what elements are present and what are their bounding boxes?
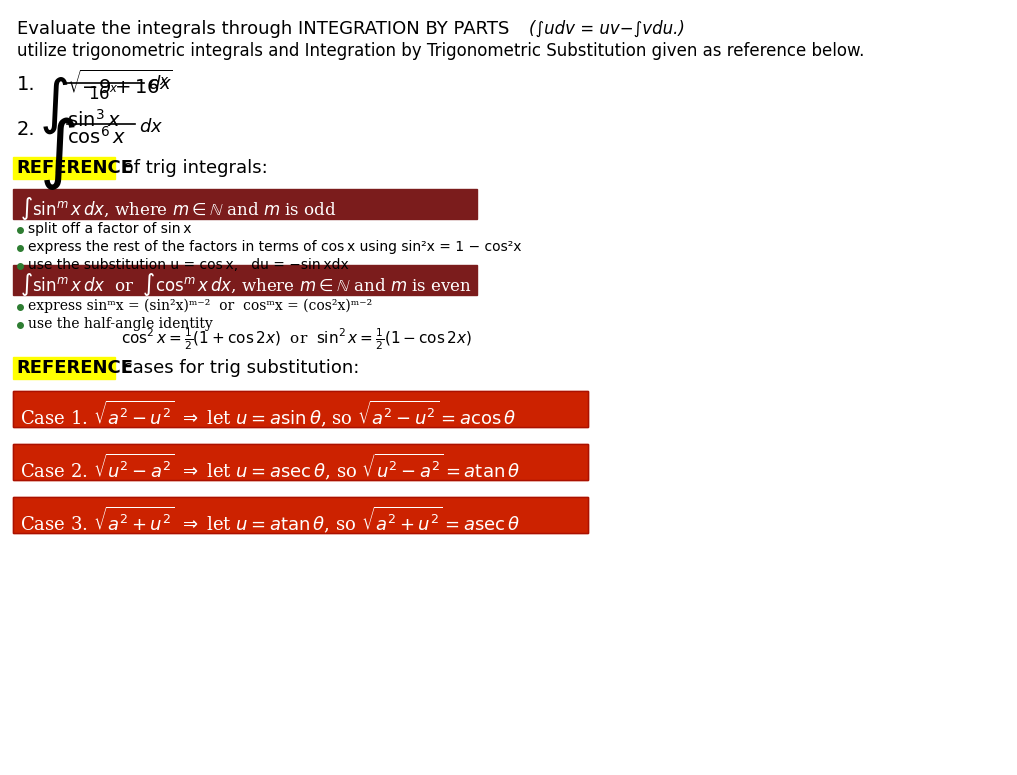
FancyBboxPatch shape — [13, 497, 589, 533]
Text: cases for trig substitution:: cases for trig substitution: — [117, 359, 359, 377]
Text: $\int$: $\int$ — [39, 115, 75, 192]
Text: Case 3. $\sqrt{a^2+u^2}\ \Rightarrow$ let $u=a\tan\theta$, so $\sqrt{a^2+u^2}=a\: Case 3. $\sqrt{a^2+u^2}\ \Rightarrow$ le… — [20, 505, 521, 536]
Text: use the half-angle identity: use the half-angle identity — [27, 317, 213, 331]
FancyBboxPatch shape — [13, 157, 115, 179]
Text: $\cos^6 x$: $\cos^6 x$ — [67, 126, 126, 148]
Text: (∫udv = uv−∫vdu.): (∫udv = uv−∫vdu.) — [529, 20, 684, 38]
Text: utilize trigonometric integrals and Integration by Trigonometric Substitution gi: utilize trigonometric integrals and Inte… — [16, 42, 864, 60]
Text: $dx$: $dx$ — [139, 118, 164, 136]
Text: express the rest of the factors in terms of cos x using sin²x = 1 − cos²x: express the rest of the factors in terms… — [27, 240, 522, 254]
FancyBboxPatch shape — [13, 357, 115, 379]
Text: 1.: 1. — [16, 75, 36, 94]
Text: 2.: 2. — [16, 120, 36, 139]
Text: REFERENCE: REFERENCE — [16, 159, 133, 177]
FancyBboxPatch shape — [13, 189, 477, 219]
Text: $dx$: $dx$ — [148, 75, 173, 93]
Text: of trig integrals:: of trig integrals: — [117, 159, 267, 177]
Text: express sinᵐx = (sin²x)ᵐ⁻²  or  cosᵐx = (cos²x)ᵐ⁻²: express sinᵐx = (sin²x)ᵐ⁻² or cosᵐx = (c… — [27, 299, 372, 313]
FancyBboxPatch shape — [13, 391, 589, 427]
Text: $\int$: $\int$ — [39, 75, 68, 136]
Text: $\int\sin^m x\,dx$  or  $\int\cos^m x\,dx$, where $m\in\mathbb{N}$ and $m$ is ev: $\int\sin^m x\,dx$ or $\int\cos^m x\,dx$… — [20, 271, 473, 298]
Text: split off a factor of sin x: split off a factor of sin x — [27, 222, 191, 236]
Text: Case 2. $\sqrt{u^2-a^2}\ \Rightarrow$ let $u=a\sec\theta$, so $\sqrt{u^2-a^2}=a\: Case 2. $\sqrt{u^2-a^2}\ \Rightarrow$ le… — [20, 452, 521, 482]
FancyBboxPatch shape — [13, 444, 589, 480]
Text: Evaluate the integrals through INTEGRATION BY PARTS: Evaluate the integrals through INTEGRATI… — [16, 20, 510, 38]
Text: use the substitution u = cos x,   du = −sin xdx: use the substitution u = cos x, du = −si… — [27, 258, 349, 272]
Text: $16^x$: $16^x$ — [88, 85, 119, 103]
Text: REFERENCE: REFERENCE — [16, 359, 133, 377]
Text: $\cos^2 x = \frac{1}{2}(1+\cos 2x)$  or  $\sin^2 x = \frac{1}{2}(1-\cos 2x)$: $\cos^2 x = \frac{1}{2}(1+\cos 2x)$ or $… — [121, 326, 472, 352]
Text: $\sqrt{-9+16^x}$: $\sqrt{-9+16^x}$ — [67, 69, 172, 98]
Text: Case 1. $\sqrt{a^2-u^2}\ \Rightarrow$ let $u=a\sin\theta$, so $\sqrt{a^2-u^2}=a\: Case 1. $\sqrt{a^2-u^2}\ \Rightarrow$ le… — [20, 399, 517, 429]
FancyBboxPatch shape — [13, 265, 477, 295]
Text: $\sin^3 x$: $\sin^3 x$ — [67, 109, 121, 131]
Text: $\int\sin^m x\,dx$, where $m\in\mathbb{N}$ and $m$ is odd: $\int\sin^m x\,dx$, where $m\in\mathbb{N… — [20, 195, 337, 222]
